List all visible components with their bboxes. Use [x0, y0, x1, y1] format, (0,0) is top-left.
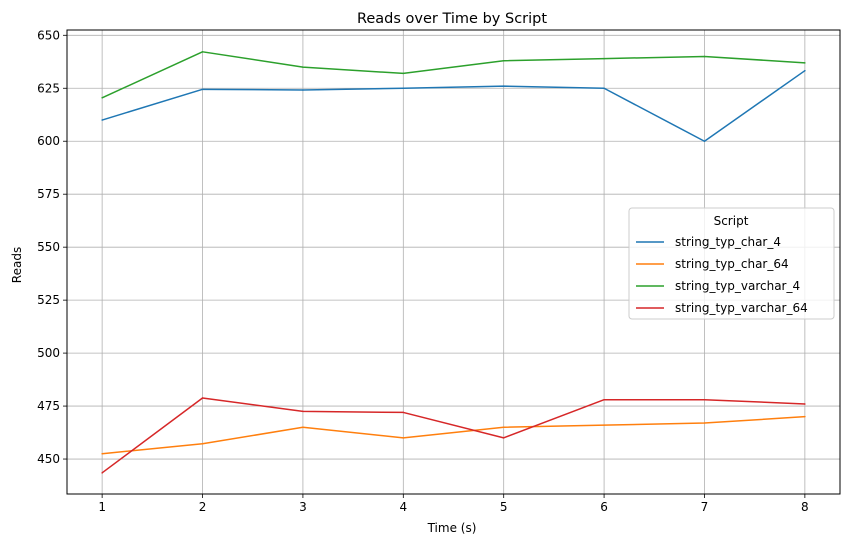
- x-tick-label: 6: [600, 500, 608, 514]
- data-point: [201, 88, 204, 91]
- data-point: [502, 437, 505, 439]
- legend-label: string_typ_varchar_64: [675, 301, 808, 315]
- legend-entries: string_typ_char_4 string_typ_char_64strin…: [636, 235, 808, 315]
- legend-title: Script: [714, 214, 749, 228]
- x-tick-label: 7: [701, 500, 709, 514]
- plot-frame: [66, 29, 841, 495]
- data-point: [603, 398, 605, 401]
- data-point: [502, 85, 505, 87]
- data-point: [201, 443, 204, 445]
- axis-ticks: 1 2 3 4 5 6 7 8 450 475 500 525 550 575 600 625 650: [37, 28, 809, 514]
- data-point: [804, 415, 806, 418]
- y-tick-label: 500: [37, 346, 60, 360]
- y-axis-title: Reads: [10, 247, 24, 283]
- data-point: [502, 59, 505, 62]
- data-point: [703, 140, 706, 142]
- y-tick-label: 450: [37, 452, 60, 466]
- y-tick-label: 600: [37, 134, 60, 148]
- data-point: [603, 87, 605, 90]
- data-point: [402, 411, 405, 414]
- series-lines: [101, 51, 806, 474]
- data-point: [804, 69, 806, 72]
- chart-title: Reads over Time by Script: [357, 11, 547, 27]
- data-point: [101, 97, 103, 99]
- data-point: [302, 66, 304, 68]
- data-point: [302, 410, 304, 413]
- x-tick-label: 2: [199, 500, 207, 514]
- y-tick-label: 575: [37, 187, 60, 201]
- legend: Script string_typ_char_4string_typ_char_…: [628, 207, 835, 320]
- data-point: [402, 87, 405, 90]
- data-point: [804, 403, 806, 405]
- x-tick-label: 5: [500, 500, 508, 514]
- data-point: [201, 51, 204, 53]
- legend-label: string_typ_char_4: [675, 235, 781, 249]
- x-axis-title: Time (s): [427, 521, 477, 535]
- series-line-string-typ-char-4: [101, 70, 806, 142]
- data-point: [703, 398, 706, 401]
- series-line-string-typ-varchar-4: [101, 51, 805, 99]
- y-tick-label: 550: [37, 240, 60, 254]
- data-point: [502, 426, 505, 429]
- x-tick-label: 1: [98, 500, 106, 514]
- y-tick-label: 525: [37, 293, 60, 307]
- x-tick-label: 3: [299, 500, 307, 514]
- data-point: [402, 437, 405, 439]
- data-point: [603, 57, 605, 60]
- data-point: [201, 397, 204, 399]
- legend-label: string_typ_varchar_4: [675, 279, 800, 293]
- data-point: [804, 62, 806, 64]
- legend-label: string_typ_char_64: [675, 257, 789, 271]
- data-point: [302, 89, 304, 91]
- data-point: [703, 55, 706, 58]
- data-point: [402, 72, 405, 75]
- x-tick-label: 4: [399, 500, 407, 514]
- series-line-string-typ-varchar-64: [101, 397, 805, 474]
- grid: [67, 30, 840, 494]
- data-point: [101, 472, 103, 474]
- data-point: [101, 452, 103, 455]
- series-line-string-typ-char-64: [102, 415, 805, 455]
- x-tick-label: 8: [801, 500, 809, 514]
- data-point: [703, 422, 706, 424]
- legend-box: [628, 207, 835, 320]
- y-tick-label: 475: [37, 399, 60, 413]
- data-point: [101, 119, 103, 121]
- data-point: [302, 426, 304, 429]
- y-tick-label: 625: [37, 81, 60, 95]
- data-point: [603, 424, 605, 426]
- y-tick-label: 650: [37, 28, 60, 42]
